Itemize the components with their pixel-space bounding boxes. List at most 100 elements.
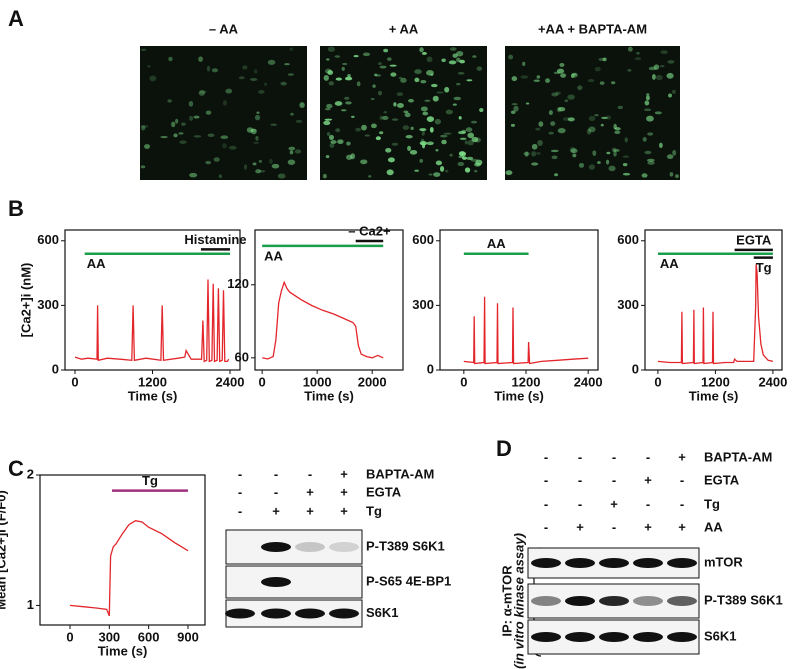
cell	[277, 173, 286, 179]
blot-label: P-T389 S6K1	[704, 592, 783, 607]
panel-label: D	[496, 436, 512, 461]
panel-label: A	[8, 6, 24, 31]
condition-sign: +	[576, 519, 584, 534]
cell	[370, 123, 377, 129]
cell	[452, 103, 457, 106]
cell	[409, 150, 418, 155]
cell	[522, 61, 526, 66]
cell	[426, 141, 434, 146]
cell	[421, 130, 425, 136]
cell	[383, 48, 389, 53]
cell	[264, 82, 268, 86]
cell	[675, 174, 679, 179]
cell	[426, 56, 433, 63]
plot-frame	[254, 229, 404, 371]
cell	[646, 115, 654, 122]
cell	[659, 142, 663, 149]
cell	[424, 99, 431, 102]
cell	[329, 143, 335, 148]
cell	[414, 69, 422, 75]
x-tick-label: 0	[654, 374, 661, 389]
cell	[193, 115, 200, 119]
cell	[140, 125, 149, 128]
cell	[387, 57, 392, 61]
cell	[613, 151, 617, 157]
cell	[364, 134, 370, 137]
cell	[653, 64, 660, 70]
cell	[334, 101, 343, 106]
cell	[168, 56, 173, 62]
cell	[328, 81, 335, 86]
cell	[225, 88, 233, 94]
cell	[280, 81, 287, 86]
cell	[337, 139, 344, 145]
condition-label: BAPTA-AM	[366, 466, 434, 481]
cell	[289, 47, 294, 51]
trace	[657, 264, 774, 365]
condition-sign: +	[272, 503, 280, 518]
x-tick-label: 0	[460, 374, 467, 389]
cell	[356, 81, 361, 87]
cell	[559, 62, 565, 67]
band	[667, 596, 697, 606]
cell	[252, 162, 257, 166]
cell	[459, 59, 465, 64]
cell	[218, 174, 223, 179]
x-tick-label: 300	[98, 629, 120, 644]
cell	[627, 68, 632, 72]
cell	[340, 109, 347, 112]
cell	[531, 151, 537, 157]
cell	[551, 92, 559, 97]
cell	[545, 78, 551, 83]
treatment-label: AA	[487, 236, 506, 251]
cell	[178, 132, 184, 135]
micrograph	[505, 46, 680, 180]
band	[295, 608, 325, 619]
cell	[246, 127, 254, 133]
treatment-label: AA	[264, 248, 283, 263]
treatment-label: Tg	[142, 473, 158, 488]
cell	[287, 73, 294, 76]
condition-sign: +	[678, 519, 686, 534]
cell	[524, 151, 529, 157]
cell	[403, 110, 409, 114]
condition-sign: +	[340, 466, 348, 481]
treatment-label: Histamine	[184, 232, 246, 247]
condition-sign: +	[306, 503, 314, 518]
cell	[435, 160, 443, 166]
cell	[374, 74, 381, 77]
cell	[355, 127, 362, 132]
condition-label: AA	[704, 519, 723, 534]
blot-frame	[225, 565, 363, 599]
cell	[505, 170, 513, 176]
blot-frame	[225, 529, 363, 565]
cell	[535, 127, 541, 131]
condition-sign: +	[644, 519, 652, 534]
plot-frame	[644, 229, 783, 371]
cell	[387, 157, 395, 163]
cell	[569, 146, 576, 153]
condition-sign: +	[340, 484, 348, 499]
band	[531, 558, 561, 568]
cell	[467, 140, 474, 146]
cell	[426, 116, 435, 122]
cell	[243, 164, 248, 170]
panel-label: B	[8, 196, 24, 221]
y-tick-label: 0	[52, 361, 59, 376]
cell	[375, 136, 381, 141]
condition-sign: -	[238, 484, 242, 499]
cell	[458, 116, 462, 120]
cell	[457, 130, 466, 135]
y-tick-label: 0	[427, 361, 434, 376]
cell	[471, 136, 479, 143]
condition-sign: -	[578, 472, 582, 487]
cell	[422, 143, 426, 149]
band	[565, 558, 595, 568]
cell	[465, 127, 473, 132]
x-axis-title: Time (s)	[494, 388, 544, 403]
cell	[344, 96, 350, 100]
cell	[588, 164, 595, 170]
cell	[476, 66, 483, 71]
y-tick-label: 300	[617, 297, 639, 312]
cell	[253, 69, 258, 74]
